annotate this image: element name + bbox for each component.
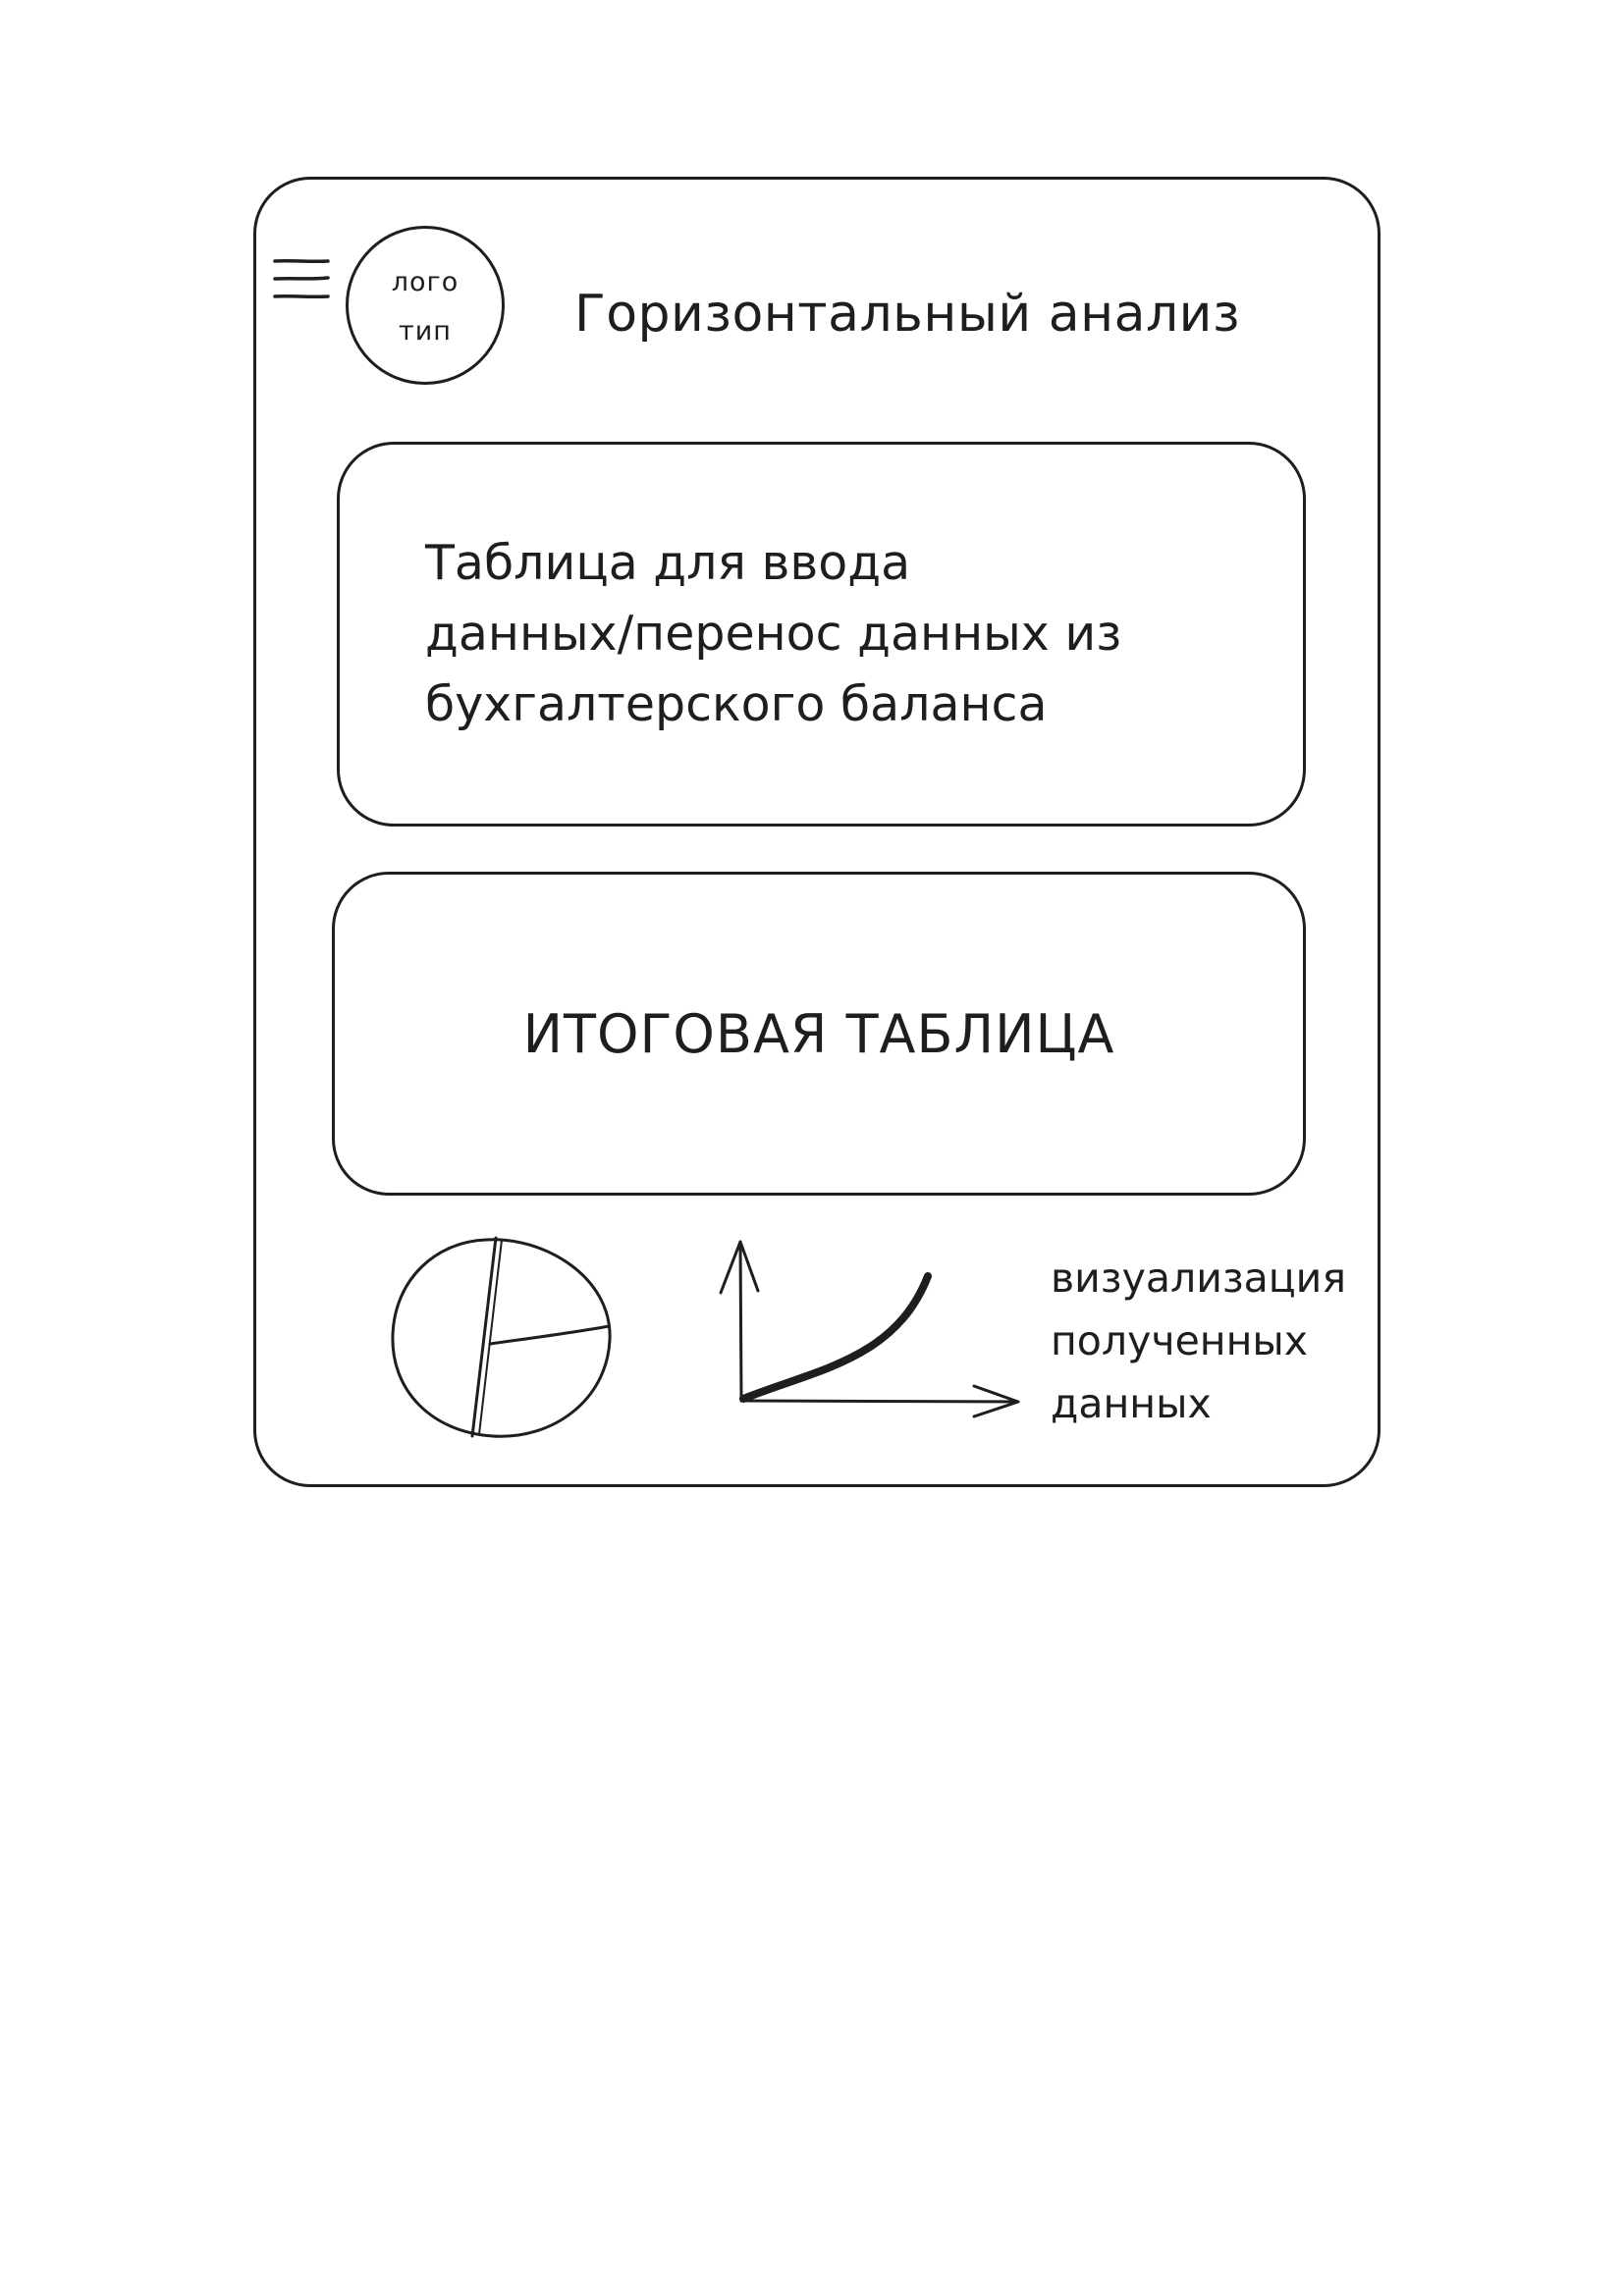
input-data-table[interactable]: Таблица для ввода данных/перенос данных … — [337, 442, 1306, 827]
input-table-line: бухгалтерского баланса — [425, 676, 1048, 732]
line-chart-icon — [709, 1232, 1033, 1423]
visualization-caption-line: данных — [1051, 1380, 1212, 1427]
input-table-line: Таблица для ввода — [425, 535, 911, 591]
visualization-caption-line: визуализация — [1051, 1255, 1346, 1302]
app-frame — [253, 177, 1380, 1487]
input-table-line: данных/перенос данных из — [425, 606, 1122, 662]
summary-table-label: ИТОГОВАЯ ТАБЛИЦА — [522, 1002, 1115, 1065]
logo-text-line1: лого — [391, 267, 460, 297]
logo-text-line2: тип — [399, 316, 452, 347]
hamburger-menu-icon[interactable] — [273, 257, 330, 300]
summary-table[interactable]: ИТОГОВАЯ ТАБЛИЦА — [332, 872, 1306, 1196]
visualization-caption: визуализация полученных данных — [1051, 1247, 1346, 1435]
pie-chart-icon — [385, 1232, 625, 1443]
logo[interactable]: лого тип — [346, 226, 505, 385]
input-table-description: Таблица для ввода данных/перенос данных … — [425, 528, 1121, 740]
page-title: Горизонтальный анализ — [574, 285, 1241, 344]
visualization-caption-line: полученных — [1051, 1317, 1309, 1364]
